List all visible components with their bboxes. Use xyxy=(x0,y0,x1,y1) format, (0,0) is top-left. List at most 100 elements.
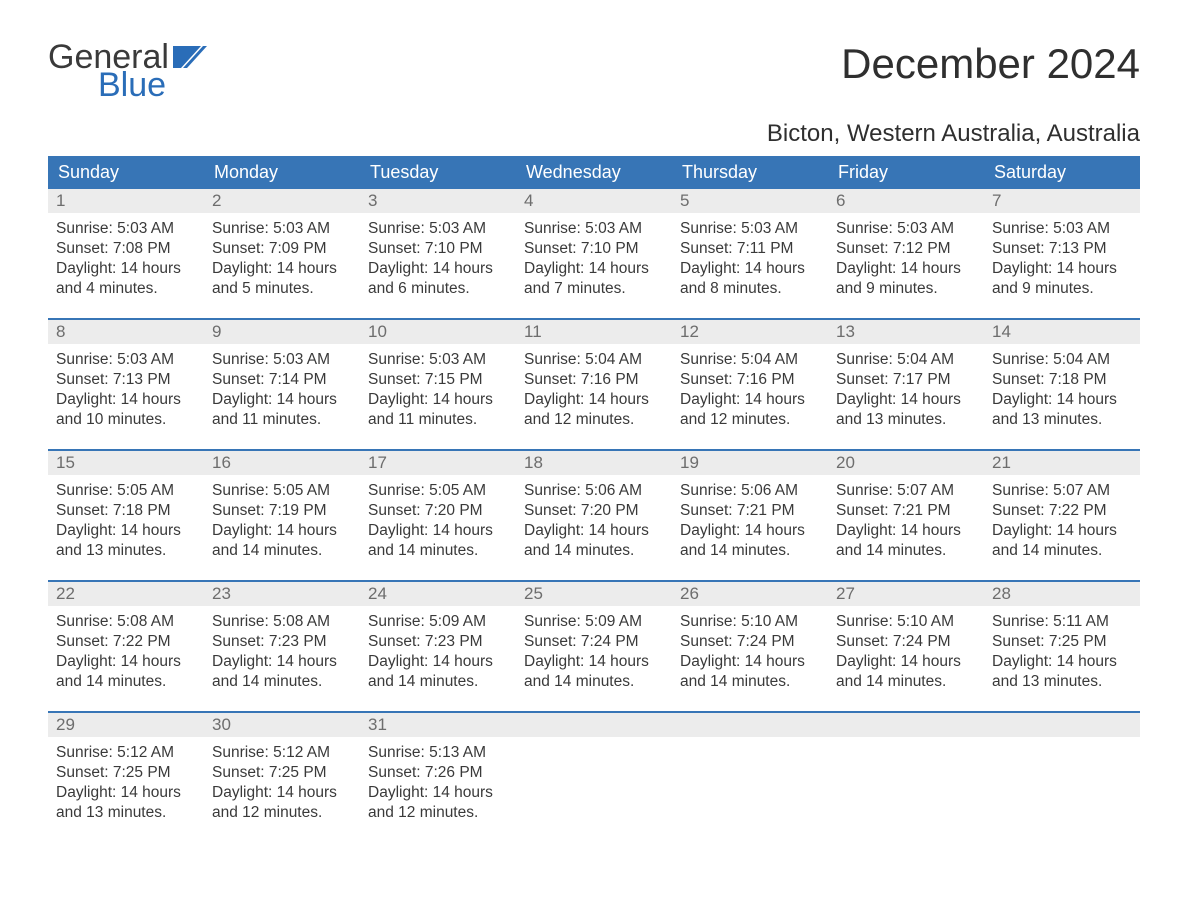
day-cell: 19Sunrise: 5:06 AMSunset: 7:21 PMDayligh… xyxy=(672,451,828,581)
day-detail-line: Sunrise: 5:10 AM xyxy=(680,612,820,632)
day-cell: 6Sunrise: 5:03 AMSunset: 7:12 PMDaylight… xyxy=(828,189,984,319)
day-details: Sunrise: 5:04 AMSunset: 7:18 PMDaylight:… xyxy=(984,344,1140,441)
day-number: 13 xyxy=(828,320,984,344)
day-detail-line: and 12 minutes. xyxy=(524,410,664,430)
day-detail-line: and 7 minutes. xyxy=(524,279,664,299)
day-number: 21 xyxy=(984,451,1140,475)
day-detail-line: and 14 minutes. xyxy=(56,672,196,692)
day-detail-line: Sunset: 7:21 PM xyxy=(836,501,976,521)
day-detail-line: Sunset: 7:19 PM xyxy=(212,501,352,521)
day-detail-line: Sunrise: 5:07 AM xyxy=(992,481,1132,501)
day-detail-line: Sunrise: 5:05 AM xyxy=(368,481,508,501)
location-subtitle: Bicton, Western Australia, Australia xyxy=(48,120,1140,148)
day-detail-line: Sunrise: 5:04 AM xyxy=(836,350,976,370)
day-number: 27 xyxy=(828,582,984,606)
day-details: Sunrise: 5:03 AMSunset: 7:15 PMDaylight:… xyxy=(360,344,516,441)
day-header: Sunday xyxy=(48,156,204,189)
day-detail-line: Daylight: 14 hours xyxy=(212,652,352,672)
day-detail-line: Sunrise: 5:03 AM xyxy=(680,219,820,239)
day-cell: 20Sunrise: 5:07 AMSunset: 7:21 PMDayligh… xyxy=(828,451,984,581)
day-detail-line: Daylight: 14 hours xyxy=(992,259,1132,279)
day-detail-line: Daylight: 14 hours xyxy=(212,259,352,279)
day-number: 5 xyxy=(672,189,828,213)
day-details: Sunrise: 5:04 AMSunset: 7:17 PMDaylight:… xyxy=(828,344,984,441)
day-detail-line: and 11 minutes. xyxy=(212,410,352,430)
day-detail-line: Daylight: 14 hours xyxy=(368,652,508,672)
day-detail-line: and 12 minutes. xyxy=(680,410,820,430)
day-cell: 26Sunrise: 5:10 AMSunset: 7:24 PMDayligh… xyxy=(672,582,828,712)
day-detail-line: Daylight: 14 hours xyxy=(992,652,1132,672)
day-detail-line: Sunset: 7:23 PM xyxy=(212,632,352,652)
day-number: 4 xyxy=(516,189,672,213)
day-detail-line: Sunrise: 5:11 AM xyxy=(992,612,1132,632)
day-details: Sunrise: 5:09 AMSunset: 7:23 PMDaylight:… xyxy=(360,606,516,703)
day-detail-line: Daylight: 14 hours xyxy=(368,521,508,541)
day-detail-line: Sunrise: 5:05 AM xyxy=(212,481,352,501)
day-detail-line: Daylight: 14 hours xyxy=(836,521,976,541)
day-detail-line: Sunrise: 5:03 AM xyxy=(212,350,352,370)
day-detail-line: Sunset: 7:10 PM xyxy=(368,239,508,259)
logo: General Blue xyxy=(48,40,207,102)
day-header: Monday xyxy=(204,156,360,189)
day-detail-line: Sunrise: 5:08 AM xyxy=(212,612,352,632)
day-detail-line: Sunrise: 5:03 AM xyxy=(524,219,664,239)
day-detail-line: Daylight: 14 hours xyxy=(56,652,196,672)
day-detail-line: and 14 minutes. xyxy=(836,541,976,561)
day-detail-line: Daylight: 14 hours xyxy=(524,521,664,541)
day-cell: 7Sunrise: 5:03 AMSunset: 7:13 PMDaylight… xyxy=(984,189,1140,319)
day-number: 9 xyxy=(204,320,360,344)
day-detail-line: Daylight: 14 hours xyxy=(680,259,820,279)
day-details: Sunrise: 5:04 AMSunset: 7:16 PMDaylight:… xyxy=(672,344,828,441)
day-detail-line: Sunrise: 5:03 AM xyxy=(992,219,1132,239)
day-number: 29 xyxy=(48,713,204,737)
day-detail-line: Daylight: 14 hours xyxy=(992,390,1132,410)
day-detail-line: Daylight: 14 hours xyxy=(368,259,508,279)
day-detail-line: Daylight: 14 hours xyxy=(56,259,196,279)
day-detail-line: and 14 minutes. xyxy=(836,672,976,692)
day-details: Sunrise: 5:03 AMSunset: 7:10 PMDaylight:… xyxy=(516,213,672,310)
day-details: Sunrise: 5:03 AMSunset: 7:12 PMDaylight:… xyxy=(828,213,984,310)
day-number: 12 xyxy=(672,320,828,344)
day-cell: 21Sunrise: 5:07 AMSunset: 7:22 PMDayligh… xyxy=(984,451,1140,581)
day-detail-line: Sunrise: 5:08 AM xyxy=(56,612,196,632)
day-detail-line: and 14 minutes. xyxy=(212,672,352,692)
day-header-row: Sunday Monday Tuesday Wednesday Thursday… xyxy=(48,156,1140,189)
day-number: 22 xyxy=(48,582,204,606)
day-detail-line: and 14 minutes. xyxy=(680,541,820,561)
day-cell: 24Sunrise: 5:09 AMSunset: 7:23 PMDayligh… xyxy=(360,582,516,712)
day-cell: 22 Sunrise: 5:08 AMSunset: 7:22 PMDayligh… xyxy=(48,582,204,712)
logo-word2: Blue xyxy=(98,68,207,102)
day-number: 20 xyxy=(828,451,984,475)
day-detail-line: Sunrise: 5:09 AM xyxy=(524,612,664,632)
day-detail-line: Sunset: 7:22 PM xyxy=(992,501,1132,521)
day-detail-line: Sunrise: 5:06 AM xyxy=(680,481,820,501)
day-detail-line: Sunset: 7:25 PM xyxy=(212,763,352,783)
day-detail-line: Daylight: 14 hours xyxy=(212,783,352,803)
day-detail-line: Sunset: 7:25 PM xyxy=(992,632,1132,652)
day-detail-line: Sunset: 7:22 PM xyxy=(56,632,196,652)
day-detail-line: Sunrise: 5:03 AM xyxy=(56,350,196,370)
day-detail-line: Sunrise: 5:10 AM xyxy=(836,612,976,632)
day-detail-line: and 14 minutes. xyxy=(524,541,664,561)
day-detail-line: Sunset: 7:14 PM xyxy=(212,370,352,390)
day-details: Sunrise: 5:03 AMSunset: 7:14 PMDaylight:… xyxy=(204,344,360,441)
day-detail-line: Sunrise: 5:04 AM xyxy=(992,350,1132,370)
day-cell: 15Sunrise: 5:05 AMSunset: 7:18 PMDayligh… xyxy=(48,451,204,581)
day-detail-line: Daylight: 14 hours xyxy=(524,652,664,672)
day-detail-line: Daylight: 14 hours xyxy=(56,390,196,410)
week-row: 22Sunrise: 5:08 AMSunset: 7:22 PMDayligh… xyxy=(48,582,1140,712)
day-detail-line: Daylight: 14 hours xyxy=(524,390,664,410)
day-number: 8 xyxy=(48,320,204,344)
day-detail-line: Daylight: 14 hours xyxy=(368,783,508,803)
day-number: 15 xyxy=(48,451,204,475)
day-cell: 4Sunrise: 5:03 AMSunset: 7:10 PMDaylight… xyxy=(516,189,672,319)
day-number: 1 xyxy=(48,189,204,213)
day-header: Friday xyxy=(828,156,984,189)
day-detail-line: Sunrise: 5:03 AM xyxy=(56,219,196,239)
day-detail-line: Daylight: 14 hours xyxy=(836,259,976,279)
day-cell: 18Sunrise: 5:06 AMSunset: 7:20 PMDayligh… xyxy=(516,451,672,581)
day-details: Sunrise: 5:12 AMSunset: 7:25 PMDaylight:… xyxy=(204,737,360,834)
day-detail-line: Sunset: 7:15 PM xyxy=(368,370,508,390)
day-cell: 17Sunrise: 5:05 AMSunset: 7:20 PMDayligh… xyxy=(360,451,516,581)
day-details: Sunrise: 5:05 AMSunset: 7:18 PMDaylight:… xyxy=(48,475,204,572)
